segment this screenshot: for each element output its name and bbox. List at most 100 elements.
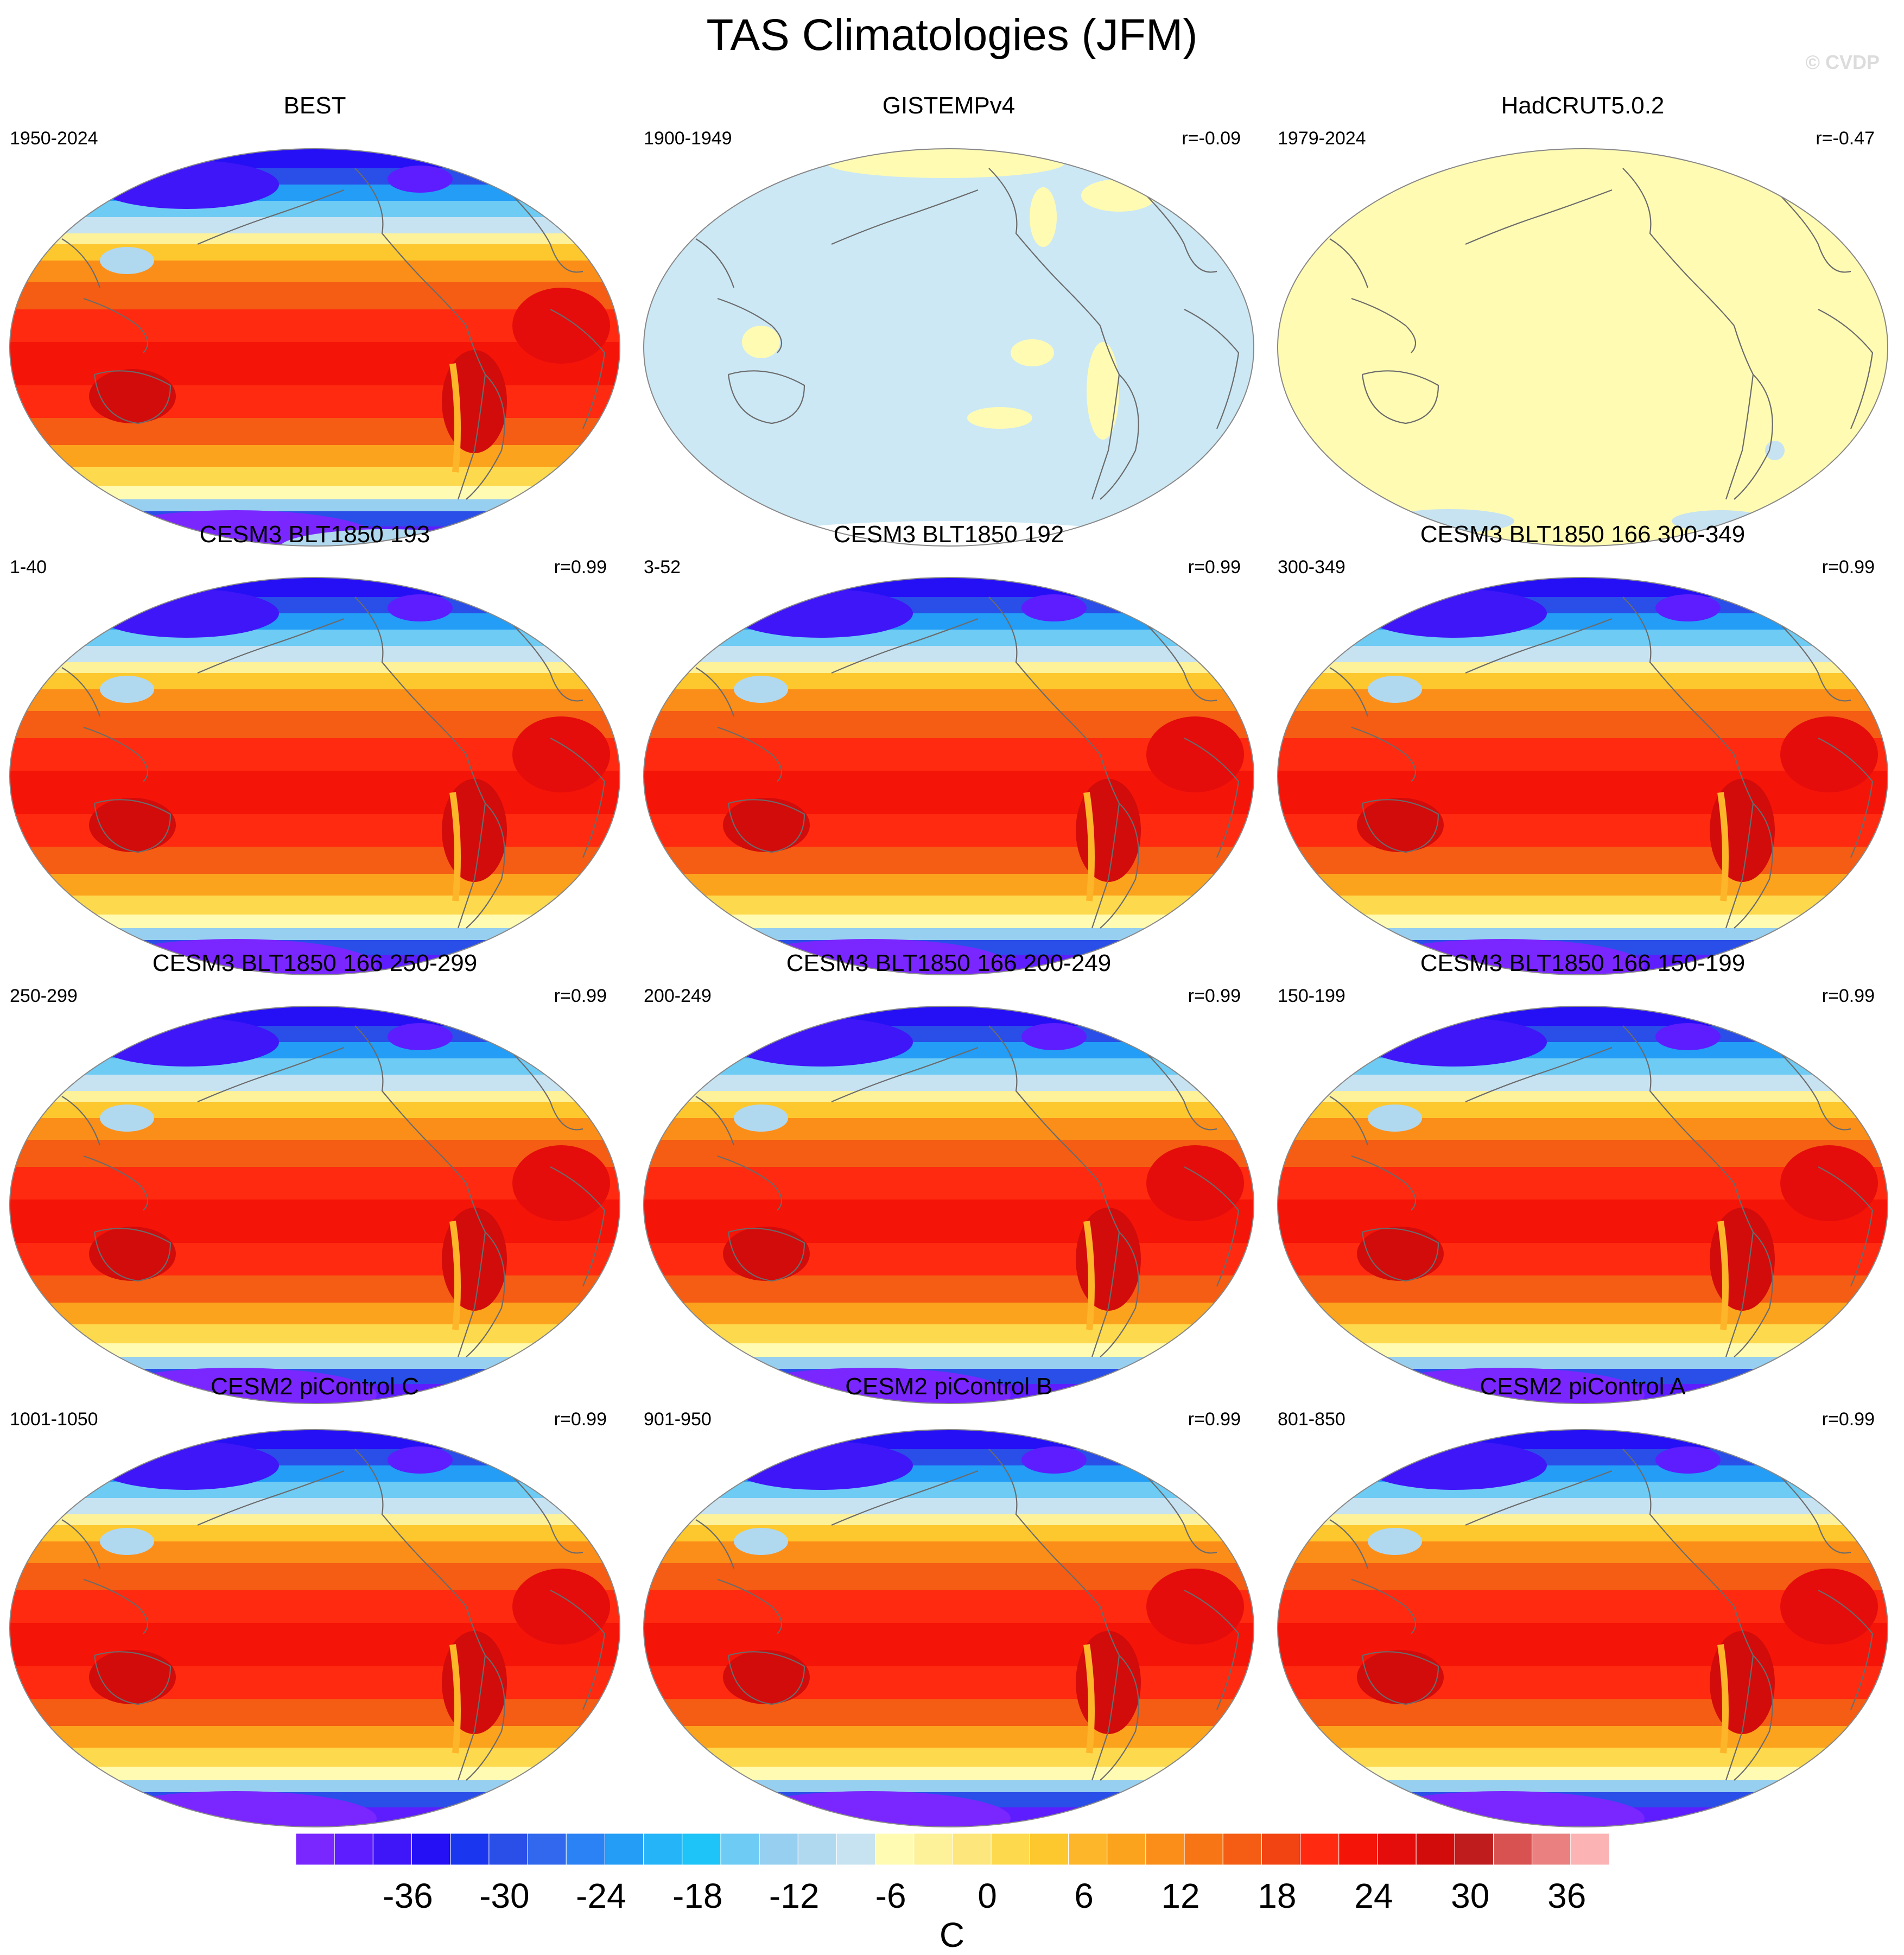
panel-correlation: r=0.99 (1188, 986, 1241, 1006)
panel-period: 801-850 (1278, 1409, 1346, 1430)
panel-correlation: r=-0.09 (1182, 128, 1241, 149)
colorbar-box (952, 1833, 992, 1865)
colorbar-units: C (939, 1915, 965, 1954)
colorbar-tick-label: -24 (576, 1876, 626, 1915)
panel-correlation: r=0.99 (1822, 557, 1875, 577)
colorbar-box (1416, 1833, 1455, 1865)
panel-period: 3-52 (644, 557, 681, 577)
australia-warm (1357, 798, 1444, 852)
australia-warm (723, 1650, 810, 1704)
greenland-cold-region (388, 1446, 453, 1474)
colorbar-tick-label: -12 (769, 1876, 820, 1915)
colorbar-box (1338, 1833, 1378, 1865)
panel-period: 1950-2024 (10, 128, 98, 149)
colorbar-box (1532, 1833, 1571, 1865)
tibet-cold-spot (1368, 676, 1422, 703)
colorbar-box (913, 1833, 953, 1865)
colorbar-tick-label: -18 (672, 1876, 723, 1915)
colorbar-box (295, 1833, 335, 1865)
tibet-cold-spot (100, 247, 154, 274)
map-plot (643, 148, 1254, 547)
colorbar-box (991, 1833, 1030, 1865)
panel-correlation: r=0.99 (554, 1409, 607, 1430)
tibet-cold-spot (734, 1105, 788, 1132)
panel-title: GISTEMPv4 (882, 92, 1016, 119)
tibet-cold-spot (100, 1528, 154, 1555)
panel-period: 901-950 (644, 1409, 712, 1430)
colorbar-box (1493, 1833, 1533, 1865)
tibet-cold-spot (734, 676, 788, 703)
tibet-cold-spot (734, 1528, 788, 1555)
australia-warm (89, 1227, 176, 1281)
map-panel-cesm3_166_200: CESM3 BLT1850 166 200-249 200-249 r=0.99 (634, 950, 1264, 1404)
greenland-cold-region (388, 594, 453, 621)
panel-title: HadCRUT5.0.2 (1501, 92, 1665, 119)
map-panel-gistemp: GISTEMPv4 1900-1949 r=-0.09 (634, 92, 1264, 547)
colorbar-box (1377, 1833, 1417, 1865)
arctic-pale-patch (826, 149, 1065, 178)
indonesia-pale-patch (742, 326, 780, 358)
map-panel-hadcrut: HadCRUT5.0.2 1979-2024 r=-0.47 (1268, 92, 1897, 547)
map-border (643, 148, 1254, 547)
europe-pale-patch (647, 190, 680, 255)
colorbar: -36 -30 -24 -18 -12 -6 0 6 12 18 24 30 36 C (0, 1824, 1904, 1955)
greenland-cold-region (1021, 594, 1087, 621)
panel-title: CESM3 BLT1850 166 150-199 (1420, 950, 1746, 976)
map-panel-cesm3_166_250: CESM3 BLT1850 166 250-299 250-299 r=0.99 (0, 950, 630, 1404)
colorbar-box (1107, 1833, 1146, 1865)
map-plot (1277, 148, 1888, 547)
andes-cool-strip (449, 792, 461, 902)
colorbar-tick-label: -6 (875, 1876, 906, 1915)
coastlines (61, 1025, 606, 1357)
africa-warm (1146, 1145, 1244, 1221)
map-panel-cesm3_166_150: CESM3 BLT1850 166 150-199 150-199 r=0.99 (1268, 950, 1897, 1404)
panel-correlation: r=0.99 (554, 986, 607, 1006)
coastlines (61, 168, 606, 500)
map-panel-cesm2_b: CESM2 piControl B 901-950 r=0.99 (634, 1373, 1264, 1827)
australia-warm (89, 1650, 176, 1704)
africa-warm (1780, 1145, 1878, 1221)
south-pacific-pale-patch (967, 407, 1032, 429)
colorbar-box (334, 1833, 373, 1865)
colorbar-boxes (295, 1833, 1610, 1865)
panel-correlation: r=-0.47 (1816, 128, 1875, 149)
map-plot (9, 577, 620, 975)
andes-cool-strip (1083, 1221, 1095, 1330)
small-blue-patch (1765, 441, 1785, 460)
colorbar-box (1184, 1833, 1223, 1865)
colorbar-box (1261, 1833, 1301, 1865)
coastlines (695, 1449, 1240, 1781)
andes-cool-strip (449, 1644, 461, 1754)
map-plot (643, 577, 1254, 975)
coastlines (695, 1025, 1240, 1357)
map-border (1277, 577, 1888, 975)
australia-warm (89, 369, 176, 423)
panel-title: CESM3 BLT1850 166 200-249 (786, 950, 1112, 976)
panel-correlation: r=0.99 (1822, 986, 1875, 1006)
colorbar-tick-label: -30 (479, 1876, 530, 1915)
colorbar-box (372, 1833, 412, 1865)
copyright-watermark: © CVDP (1805, 51, 1880, 73)
tibet-cold-spot (1368, 1528, 1422, 1555)
panel-title: CESM3 BLT1850 193 (199, 521, 430, 548)
colorbar-tick-label: 24 (1354, 1876, 1393, 1915)
map-plot (1277, 1429, 1888, 1827)
panel-period: 250-299 (10, 986, 78, 1006)
map-border (9, 1006, 620, 1404)
panel-period: 1979-2024 (1278, 128, 1366, 149)
greenland-cold-region (1655, 1446, 1721, 1474)
colorbar-box (1454, 1833, 1494, 1865)
map-panel-best: BEST 1950-2024 (0, 92, 630, 547)
greenland-cold-region (388, 1023, 453, 1050)
panel-title: CESM3 BLT1850 166 300-349 (1420, 521, 1746, 548)
coastlines (61, 1449, 606, 1781)
africa-warm (512, 288, 610, 364)
panel-period: 150-199 (1278, 986, 1346, 1006)
colorbar-box (450, 1833, 490, 1865)
map-plot (643, 1429, 1254, 1827)
map-border (1277, 1006, 1888, 1404)
tibet-cold-spot (1368, 1105, 1422, 1132)
panel-correlation: r=0.99 (1822, 1409, 1875, 1430)
panel-correlation: r=0.99 (1188, 1409, 1241, 1430)
andes-cool-strip (1083, 792, 1095, 902)
